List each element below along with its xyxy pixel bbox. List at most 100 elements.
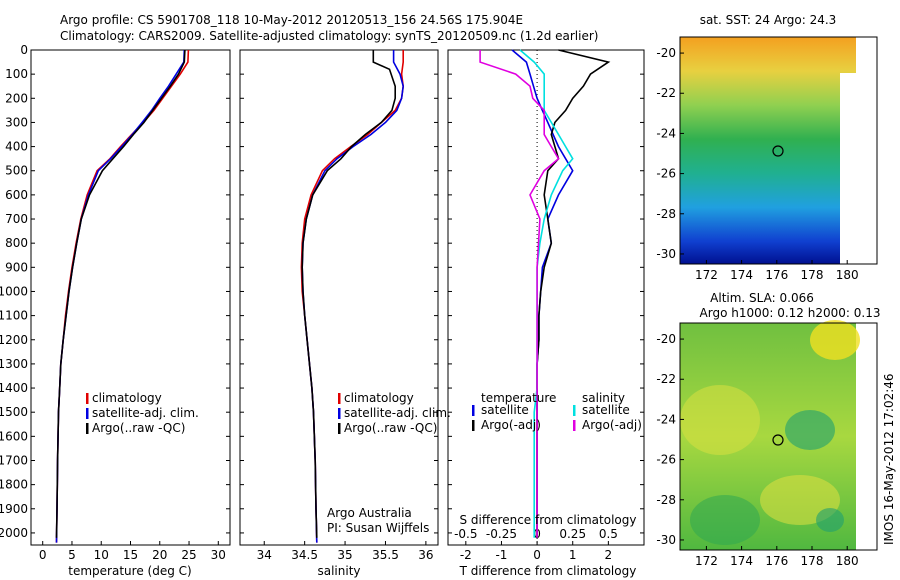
x-tick-label: 34.5 [291, 548, 318, 562]
legend-swatch-sal-argo [573, 420, 576, 431]
legend-swatch-satellite [86, 408, 89, 419]
x-tick-label: 20 [152, 548, 167, 562]
legend-label-climatology: climatology [92, 391, 162, 405]
x-tick-label: 0 [533, 548, 541, 562]
x-tick-label: 1 [569, 548, 577, 562]
salinity-plot: 34 34.5 35 35.5 36 [257, 50, 434, 562]
x-tick-label: 35 [337, 548, 352, 562]
salinity-legend: climatology satellite-adj. clim. Argo(..… [338, 391, 451, 435]
map-x-tick-label: 176 [765, 268, 788, 282]
legend-label-satellite: satellite-adj. clim. [344, 406, 451, 420]
x-tick-label: 2 [605, 548, 613, 562]
map-x-tick-label: 174 [730, 268, 753, 282]
map-x-tick-label: 178 [801, 268, 824, 282]
sla-profile-marker [772, 434, 784, 446]
map-y-tick-label: -28 [656, 493, 676, 507]
x-tick-label: 30 [211, 548, 226, 562]
depth-tick-label: 1200 [0, 333, 28, 347]
sla-map-axes: 172 174 176 178 180 -20 -22 -24 -26 -28 -30 [656, 332, 858, 568]
depth-tick-label: 1400 [0, 381, 28, 395]
depth-tick-label: 300 [5, 115, 28, 129]
map-x-tick-label: 172 [695, 554, 718, 568]
legend-label-temp-argo: Argo(-adj) [481, 418, 541, 432]
series-line [479, 50, 560, 538]
salinity-xlabel: salinity [317, 564, 360, 578]
legend-label-argo: Argo(..raw -QC) [344, 421, 437, 435]
salinity-note-2: PI: Susan Wijffels [327, 521, 429, 535]
difference-xlabel: T difference from climatology [459, 564, 637, 578]
depth-tick-label: 700 [5, 212, 28, 226]
x-tick-label: 36 [418, 548, 433, 562]
depth-tick-label: 500 [5, 164, 28, 178]
sst-map-frame [679, 36, 878, 265]
legend-swatch-temp-argo [472, 420, 475, 431]
depth-tick-label: 900 [5, 260, 28, 274]
series-line [55, 49, 190, 543]
series-line [519, 49, 574, 538]
map-x-tick-label: 172 [695, 268, 718, 282]
difference-panel-frame [447, 49, 645, 546]
salinity-panel-frame [239, 49, 439, 546]
depth-tick-label: 1300 [0, 357, 28, 371]
sst-heatmap-landmask [840, 73, 856, 264]
map-x-tick-label: 180 [836, 554, 859, 568]
sla-yellow-blob-3 [810, 320, 860, 360]
map-y-tick-label: -26 [656, 167, 676, 181]
depth-tick-label: 1000 [0, 284, 28, 298]
sla-yellow-blob-1 [680, 385, 760, 455]
legend-swatch-climatology [338, 393, 341, 404]
legend-label-argo: Argo(..raw -QC) [92, 421, 185, 435]
title-line-1: Argo profile: CS 5901708_118 10-May-2012… [60, 13, 523, 27]
difference-xlabel-top: S difference from climatology [460, 513, 637, 527]
sst-map-title: sat. SST: 24 Argo: 24.3 [700, 13, 837, 27]
salinity-note-1: Argo Australia [327, 506, 412, 520]
map-y-tick-label: -30 [656, 533, 676, 547]
map-y-tick-label: -22 [656, 86, 676, 100]
map-y-tick-label: -26 [656, 453, 676, 467]
title-line-2: Climatology: CARS2009. Satellite-adjuste… [60, 29, 598, 43]
sst-heatmap-field [680, 37, 856, 264]
x-tick-label: -2 [460, 548, 472, 562]
legend-label-sal-satellite: satellite [582, 403, 630, 417]
map-x-tick-label: 180 [836, 268, 859, 282]
depth-tick-label: 0 [20, 43, 28, 57]
x-tick-label: -1 [495, 548, 507, 562]
legend-label-climatology: climatology [344, 391, 414, 405]
depth-tick-label: 1500 [0, 405, 28, 419]
x-top-tick-label: 0.25 [559, 527, 586, 541]
map-y-tick-label: -30 [656, 247, 676, 261]
footer-stamp: IMOS 16-May-2012 17:02:46 [882, 373, 896, 545]
map-y-tick-label: -28 [656, 207, 676, 221]
temperature-xlabel: temperature (deg C) [68, 564, 191, 578]
map-y-tick-label: -24 [656, 126, 676, 140]
series-line [55, 49, 186, 543]
depth-axis: 0 100 200 300 400 500 600 700 800 900 1000 1100 1200… [0, 43, 644, 540]
map-y-tick-label: -20 [656, 332, 676, 346]
series-line [301, 50, 397, 538]
x-tick-label: 15 [123, 548, 138, 562]
x-top-tick-label: -0.25 [486, 527, 517, 541]
sla-green-blob-3 [816, 508, 844, 532]
depth-tick-label: 400 [5, 140, 28, 154]
temperature-plot: 0 5 10 15 20 25 30 [39, 49, 226, 562]
map-y-tick-label: -20 [656, 46, 676, 60]
x-tick-label: 10 [94, 548, 109, 562]
legend-swatch-climatology [86, 393, 89, 404]
map-y-tick-label: -24 [656, 412, 676, 426]
temperature-panel-frame [30, 49, 231, 546]
legend-swatch-argo [338, 423, 341, 434]
legend-swatch-temp-satellite [472, 405, 475, 416]
sst-map-axes: 172 174 176 178 180 -20 -22 -24 -26 -28 -30 [656, 46, 858, 282]
sla-heatmap [680, 320, 860, 550]
sst-heatmap [680, 37, 856, 264]
sla-green-blob-2 [690, 495, 760, 545]
sla-map-frame [679, 322, 878, 551]
sla-map-subtitle: Argo h1000: 0.12 h2000: 0.13 [700, 306, 881, 320]
depth-tick-label: 2000 [0, 526, 28, 540]
depth-tick-label: 1100 [0, 309, 28, 323]
temperature-legend: climatology satellite-adj. clim. Argo(..… [86, 391, 199, 435]
series-line [511, 49, 574, 538]
x-tick-label: 5 [68, 548, 76, 562]
